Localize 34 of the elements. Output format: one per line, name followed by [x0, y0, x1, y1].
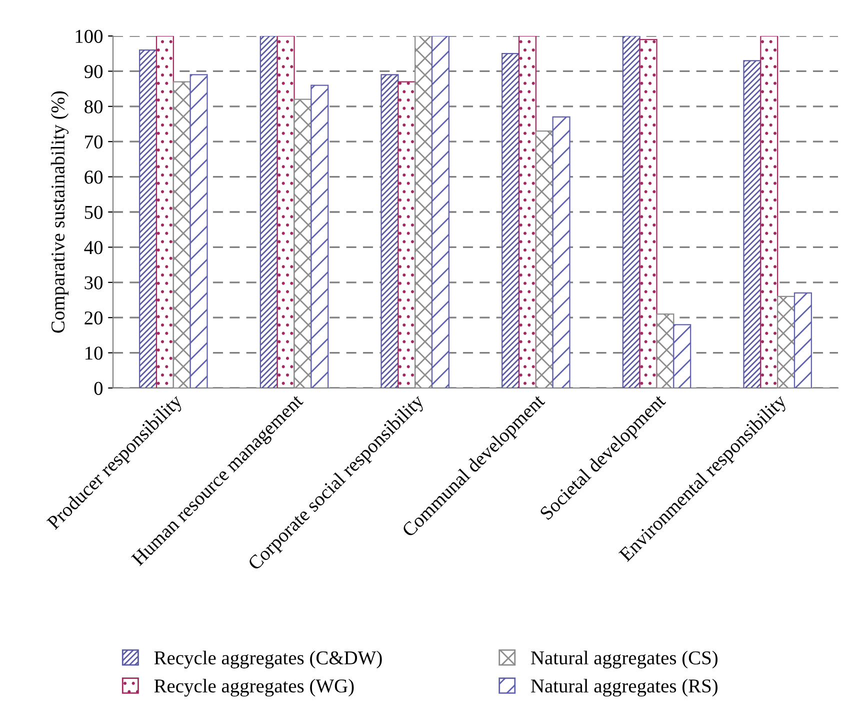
bar: [431, 36, 450, 388]
legend-label: Recycle aggregates (WG): [154, 678, 354, 697]
y-tick-label: 70: [85, 135, 103, 149]
y-tick-label: 100: [76, 30, 103, 43]
y-tick-label: 10: [86, 346, 103, 360]
bar: [502, 53, 520, 388]
bar: [398, 81, 416, 388]
bar: [622, 36, 640, 388]
bar: [276, 36, 295, 388]
y-tick-label: 60: [84, 170, 103, 184]
bar: [380, 74, 399, 388]
bar: [743, 60, 762, 388]
y-tick-label: 40: [84, 241, 103, 254]
y-tick-label: 50: [84, 206, 103, 219]
y-tick-label: 0: [94, 382, 103, 395]
bar: [518, 36, 536, 388]
bar: [552, 116, 570, 388]
bar: [673, 324, 692, 388]
bar: [310, 84, 329, 388]
bar: [639, 38, 658, 388]
y-tick-label: 90: [84, 65, 103, 78]
y-tick-label: 30: [84, 276, 103, 290]
y-tick-label: 80: [84, 100, 103, 114]
bar: [190, 74, 208, 388]
legend-label: Natural aggregates (RS): [531, 678, 718, 697]
bar: [760, 36, 778, 388]
bar: [139, 50, 158, 388]
legend-label: Recycle aggregates (C&DW): [154, 650, 382, 668]
bar: [794, 292, 812, 388]
legend-label: Natural aggregates (CS): [531, 650, 718, 668]
bar: [260, 36, 278, 388]
y-tick-label: 20: [84, 311, 103, 325]
y-axis-title: Comparative sustainability (%): [50, 91, 69, 333]
bar: [156, 36, 174, 388]
